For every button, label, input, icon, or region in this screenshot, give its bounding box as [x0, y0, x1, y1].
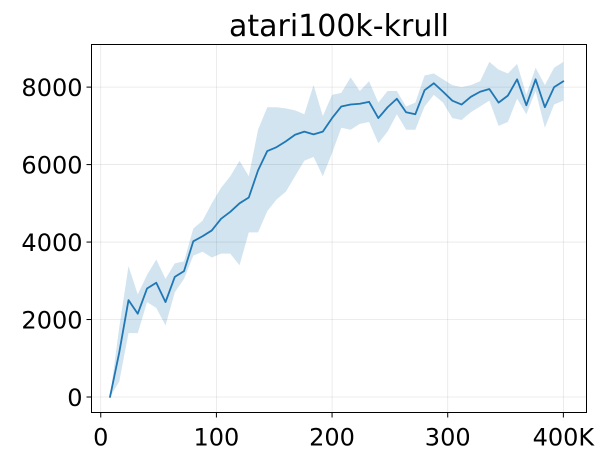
line-layer	[109, 78, 565, 398]
x-tick-label: 200	[309, 424, 355, 452]
y-tick-label: 6000	[21, 152, 82, 180]
grid-layer	[91, 44, 587, 413]
plot-frame	[91, 44, 587, 413]
y-tick-label: 4000	[21, 229, 82, 257]
y-tick-label: 8000	[21, 74, 82, 102]
x-tick-label: 300	[425, 424, 471, 452]
tick-layer: 0 100 200 300 400K 0 2000 4000 6000 8000	[21, 74, 595, 451]
x-tick-label: 100	[194, 424, 240, 452]
y-tick-label: 2000	[21, 307, 82, 335]
band-layer	[110, 61, 564, 398]
y-tick-label: 0	[67, 384, 82, 412]
x-tick-label: 0	[93, 424, 108, 452]
series-line	[109, 78, 565, 398]
confidence-band	[110, 61, 564, 398]
x-tick-label: 400K	[533, 424, 596, 452]
chart-title: atari100k-krull	[229, 9, 449, 44]
